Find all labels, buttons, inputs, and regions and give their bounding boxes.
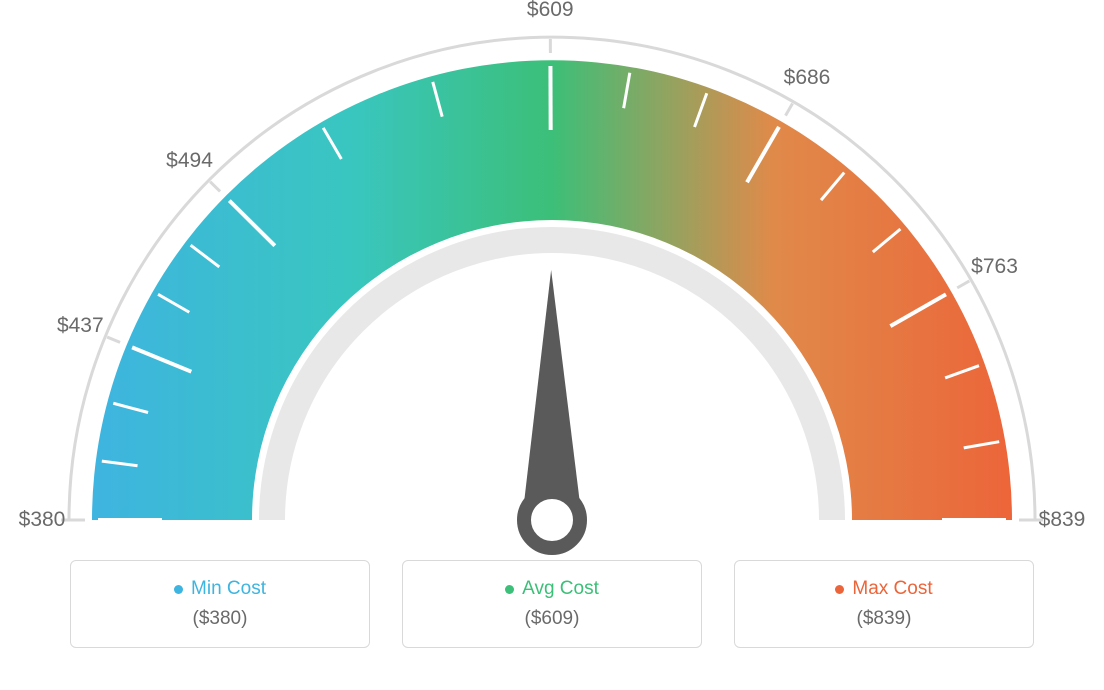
legend-value-avg: ($609): [525, 608, 580, 630]
gauge-chart: $380 $437 $494 $609 $686 $763 $839: [0, 0, 1104, 560]
gauge-tick-label: $763: [971, 255, 1018, 279]
gauge-tick-label: $380: [19, 508, 66, 532]
legend-card-max: Max Cost ($839): [734, 560, 1034, 648]
legend-value-max: ($839): [857, 608, 912, 630]
legend-title-min: Min Cost: [174, 578, 266, 600]
legend-title-avg: Avg Cost: [505, 578, 599, 600]
gauge-tick-label: $839: [1039, 508, 1086, 532]
legend-value-min: ($380): [193, 608, 248, 630]
legend-title-max: Max Cost: [835, 578, 932, 600]
legend-label-min: Min Cost: [191, 578, 266, 600]
legend-card-avg: Avg Cost ($609): [402, 560, 702, 648]
legend-dot-avg: [505, 585, 514, 594]
legend-dot-max: [835, 585, 844, 594]
legend-dot-min: [174, 585, 183, 594]
legend-label-avg: Avg Cost: [522, 578, 599, 600]
gauge-tick-label: $437: [57, 314, 104, 338]
legend-row: Min Cost ($380) Avg Cost ($609) Max Cost…: [0, 560, 1104, 648]
legend-card-min: Min Cost ($380): [70, 560, 370, 648]
gauge-tick-label: $494: [166, 149, 213, 173]
gauge-tick-label: $609: [527, 0, 574, 22]
legend-label-max: Max Cost: [852, 578, 932, 600]
gauge-tick-label: $686: [784, 66, 831, 90]
